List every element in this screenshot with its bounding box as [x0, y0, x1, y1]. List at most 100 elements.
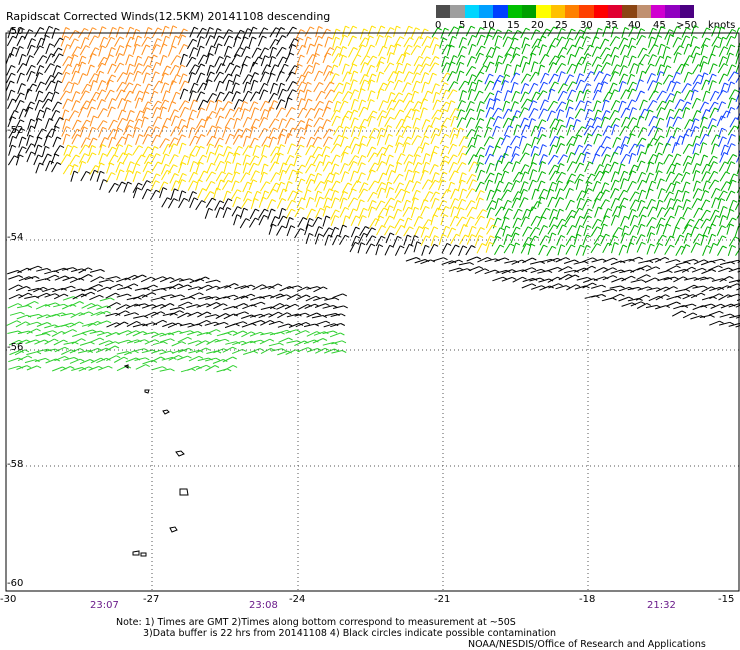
wind-barb [626, 99, 633, 110]
wind-barb [44, 75, 52, 86]
wind-barb-flag [615, 99, 621, 103]
wind-barb-flag [514, 37, 519, 41]
wind-barb-flag [307, 36, 312, 40]
wind-barb [574, 285, 586, 290]
wind-barb-flag [326, 52, 332, 56]
wind-barb [213, 71, 221, 82]
wind-barb [351, 54, 358, 65]
lon-label: -27 [143, 594, 160, 605]
wind-barb-flag [188, 347, 193, 351]
wind-barb-flag [117, 127, 123, 131]
wind-barb [16, 72, 22, 84]
wind-barb [456, 70, 461, 82]
wind-barb [663, 100, 670, 111]
wind-barb-flag [570, 199, 575, 203]
wind-barb [141, 107, 147, 119]
wind-barb [269, 39, 276, 50]
wind-barb [457, 153, 463, 164]
wind-barb [600, 136, 607, 147]
wind-barb-flag [434, 235, 439, 239]
wind-barb [197, 284, 209, 291]
wind-barb-flag [686, 199, 691, 202]
wind-barb [393, 209, 399, 220]
wind-barb [358, 233, 365, 244]
wind-barb-flag [506, 134, 511, 138]
wind-barb [683, 72, 689, 83]
wind-barb [269, 100, 275, 112]
wind-barb [602, 267, 613, 273]
wind-barb [168, 354, 179, 361]
wind-barb-flag [706, 209, 711, 213]
wind-barb [656, 224, 661, 235]
wind-barb [124, 312, 135, 317]
wind-barb-flag [145, 357, 150, 361]
wind-barb [250, 198, 255, 210]
wind-barb [159, 106, 164, 118]
wind-barb [494, 227, 501, 238]
wind-barb-flag [68, 56, 73, 59]
wind-barb-flag [616, 137, 622, 140]
wind-barb-flag [110, 36, 116, 40]
wind-barb-flag [652, 137, 658, 141]
wind-barb-flag [550, 88, 556, 92]
wind-barb-flag [288, 337, 293, 341]
wind-barb-flag [446, 189, 452, 192]
wind-barb [71, 268, 82, 273]
wind-barb-flag [153, 90, 159, 94]
wind-barb-flag [505, 100, 511, 104]
wind-barb-flag [479, 197, 484, 201]
wind-barb [285, 71, 293, 82]
wind-barb [104, 54, 111, 65]
wind-barb-flag [328, 161, 333, 165]
wind-barb [167, 198, 175, 209]
wind-barb [313, 108, 320, 119]
wind-barb-flag [713, 63, 718, 67]
wind-barb [495, 269, 507, 274]
wind-barb [422, 90, 429, 102]
wind-barb [71, 128, 78, 140]
wind-barb [315, 196, 321, 208]
wind-barb [581, 27, 588, 38]
wind-barb-flag [696, 163, 701, 166]
wind-barb-flag [416, 180, 421, 184]
wind-barb [547, 224, 555, 235]
wind-barb-flag [274, 64, 279, 68]
wind-barb-flag [325, 145, 331, 149]
island-outline [140, 552, 147, 557]
wind-barb-flag [722, 36, 727, 40]
wind-barb-flag [175, 91, 181, 95]
wind-barb [716, 225, 723, 236]
wind-barb [657, 44, 662, 55]
wind-barb [629, 225, 635, 236]
wind-barb [134, 56, 139, 67]
wind-barb-flag [299, 37, 304, 41]
wind-barb-flag [372, 55, 378, 59]
wind-barb [305, 197, 311, 208]
wind-barb-flag [329, 188, 334, 192]
wind-barb [619, 171, 625, 182]
wind-barb-flag [370, 243, 376, 247]
wind-barb-flag [643, 206, 649, 210]
wind-barb-flag [578, 144, 584, 148]
wind-barb [656, 107, 662, 118]
wind-barb-flag [57, 101, 62, 105]
wind-barb-flag [464, 234, 470, 238]
wind-barb-flag [279, 320, 284, 324]
wind-barb [306, 54, 313, 65]
wind-barb-flag [381, 235, 386, 239]
wind-barb-flag [165, 25, 170, 29]
wind-barb-flag [579, 29, 585, 33]
wind-barb [691, 52, 697, 64]
wind-barb [708, 265, 719, 271]
wind-barb [608, 82, 614, 94]
wind-barb [394, 62, 400, 74]
wind-barb [692, 188, 699, 199]
wind-barb [322, 330, 334, 335]
wind-barb [51, 162, 58, 173]
wind-barb-flag [275, 27, 281, 31]
wind-barb [214, 338, 226, 343]
wind-barb-flag [264, 108, 269, 112]
wind-barb [720, 82, 725, 94]
wind-barb-flag [504, 170, 510, 174]
wind-barb [692, 110, 698, 121]
